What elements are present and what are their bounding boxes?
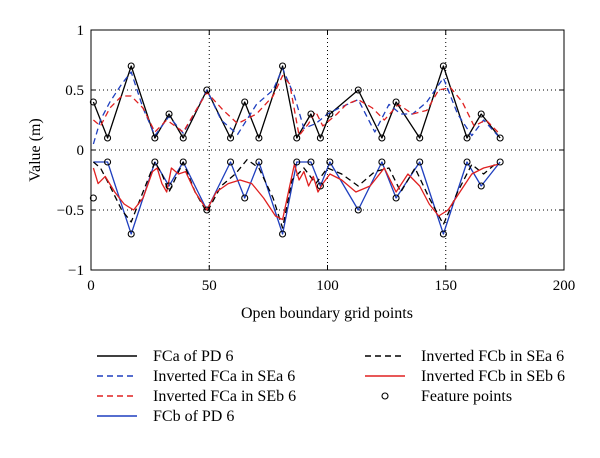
- x-tick-label: 0: [87, 278, 95, 294]
- feature-point-marker: [392, 98, 400, 106]
- legend-label: Inverted FCb in SEa 6: [421, 348, 564, 365]
- feature-point-marker: [255, 158, 263, 166]
- y-tick-label: 0: [77, 143, 85, 159]
- series-inverted-fca-in-sea-6: [92, 67, 499, 145]
- feature-point-marker: [127, 230, 135, 238]
- x-tick-label: 200: [553, 278, 576, 294]
- feature-point-marker: [293, 158, 301, 166]
- feature-point-marker: [354, 206, 362, 214]
- feature-point-marker: [496, 158, 504, 166]
- feature-point-marker: [104, 158, 112, 166]
- series-inverted-fcb-in-seb-6: [92, 163, 498, 221]
- feature-point-marker: [241, 194, 249, 202]
- x-tick-label: 150: [435, 278, 458, 294]
- feature-point-marker: [293, 134, 301, 142]
- y-tick-label: 0.5: [65, 83, 84, 99]
- feature-point-marker: [104, 134, 112, 142]
- series-inverted-fcb-in-sea-6: [92, 158, 499, 229]
- feature-point-marker: [326, 110, 334, 118]
- feature-point-marker: [203, 86, 211, 94]
- legend-label: Feature points: [421, 388, 512, 405]
- grid: [91, 30, 564, 270]
- feature-point-marker: [354, 86, 362, 94]
- feature-point-marker: [439, 230, 447, 238]
- feature-point-marker: [179, 158, 187, 166]
- series-layer: [92, 65, 501, 235]
- feature-point-marker: [307, 158, 315, 166]
- feature-point-marker: [203, 206, 211, 214]
- feature-point-marker: [279, 62, 287, 70]
- feature-point-marker: [378, 134, 386, 142]
- y-tick-label: 1: [77, 23, 85, 39]
- feature-point-marker: [392, 194, 400, 202]
- legend-label: FCa of PD 6: [153, 348, 233, 365]
- x-axis-title: Open boundary grid points: [241, 305, 413, 322]
- feature-point-marker: [416, 158, 424, 166]
- feature-point-marker: [477, 182, 485, 190]
- legend-label: Inverted FCa in SEb 6: [153, 388, 296, 405]
- feature-point-marker: [279, 230, 287, 238]
- plot-area: [89, 29, 565, 271]
- legend-label: Inverted FCb in SEb 6: [421, 368, 565, 385]
- feature-point-marker: [151, 134, 159, 142]
- legend-label: Inverted FCa in SEa 6: [153, 368, 295, 385]
- feature-point-marker: [226, 134, 235, 142]
- feature-point-marker: [496, 134, 504, 142]
- legend: FCa of PD 6 Inverted FCb in SEa 6 Inverted…: [97, 348, 565, 425]
- ticks: [90, 29, 565, 271]
- y-tick-label: −0.5: [57, 203, 84, 219]
- tick-labels: 0 50 100 150 200 −1 −0.5 0 0.5 1: [57, 23, 575, 294]
- feature-point-marker: [463, 158, 471, 166]
- feature-point-marker: [477, 110, 485, 118]
- legend-marker-feature-points: [381, 392, 389, 400]
- x-tick-label: 100: [316, 278, 339, 294]
- feature-point-marker: [463, 134, 471, 142]
- y-tick-label: −1: [68, 263, 84, 279]
- y-axis-title: Value (m): [27, 118, 44, 182]
- feature-point-marker: [439, 62, 447, 70]
- series-fcb-of-pd-6: [93, 161, 501, 235]
- feature-point-marker: [326, 158, 334, 166]
- feature-point-marker: [179, 134, 187, 142]
- feature-point-marker: [226, 158, 235, 166]
- feature-point-marker: [316, 182, 324, 190]
- feature-point-marker: [89, 194, 97, 202]
- feature-point-marker: [307, 110, 315, 118]
- feature-point-marker: [255, 134, 263, 142]
- feature-point-marker: [416, 134, 424, 142]
- marker-layer: [89, 62, 504, 238]
- feature-point-marker: [316, 134, 324, 142]
- x-tick-label: 50: [202, 278, 217, 294]
- feature-point-marker: [165, 182, 173, 190]
- legend-label: FCb of PD 6: [153, 408, 234, 425]
- feature-point-marker: [151, 158, 159, 166]
- feature-point-marker: [127, 62, 135, 70]
- feature-point-marker: [89, 98, 97, 106]
- feature-point-marker: [165, 110, 173, 118]
- feature-point-marker: [241, 98, 249, 106]
- series-inverted-fca-in-seb-6: [92, 74, 499, 137]
- feature-point-marker: [378, 158, 386, 166]
